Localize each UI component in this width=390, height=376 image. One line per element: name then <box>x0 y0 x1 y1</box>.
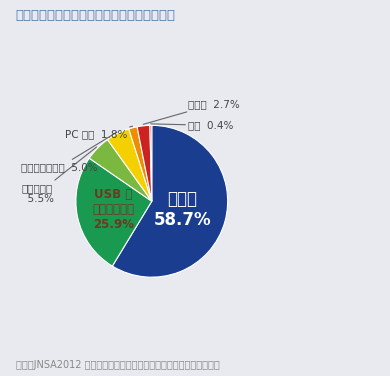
Text: 情報漏えい経路における紙媒体の占める割合: 情報漏えい経路における紙媒体の占める割合 <box>16 9 176 23</box>
Text: PC 本体  1.8%: PC 本体 1.8% <box>64 126 133 139</box>
Text: 参考：JNSA2012 情報セキュリティインシデントに関する調査報告書: 参考：JNSA2012 情報セキュリティインシデントに関する調査報告書 <box>16 360 219 370</box>
Wedge shape <box>108 129 152 201</box>
Wedge shape <box>76 158 152 266</box>
Text: インターネット  5.0%: インターネット 5.0% <box>21 132 117 172</box>
Text: USB 等
可搬記録媒体
25.9%: USB 等 可搬記録媒体 25.9% <box>92 188 134 231</box>
Text: 電子メール
  5.5%: 電子メール 5.5% <box>21 147 97 205</box>
Wedge shape <box>112 125 228 277</box>
Wedge shape <box>137 125 152 201</box>
Wedge shape <box>89 139 152 201</box>
Text: その他  2.7%: その他 2.7% <box>143 99 240 124</box>
Text: 紙媒体
58.7%: 紙媒体 58.7% <box>154 191 211 229</box>
Wedge shape <box>150 125 152 201</box>
Wedge shape <box>129 127 152 201</box>
Text: 不明  0.4%: 不明 0.4% <box>151 120 234 130</box>
